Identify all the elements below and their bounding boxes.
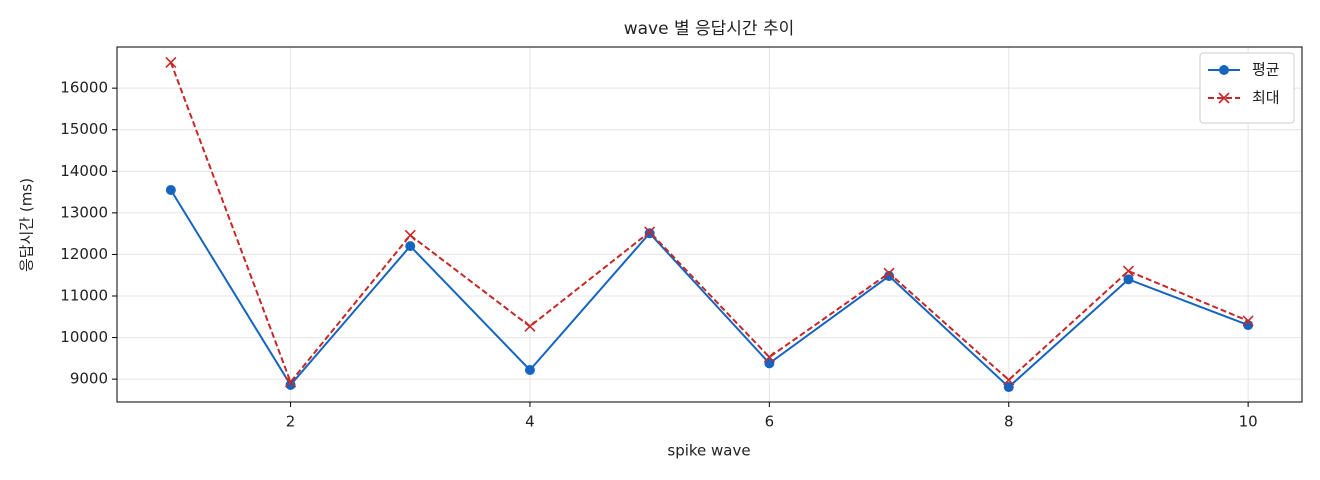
marker: [1219, 65, 1229, 75]
marker: [405, 241, 416, 252]
series-line: [170, 189, 1249, 389]
y-tick-label: 16000: [60, 79, 108, 97]
marker: [284, 376, 297, 388]
y-tick-label: 13000: [60, 203, 108, 221]
marker: [524, 364, 535, 375]
marker: [644, 226, 656, 238]
marker: [1218, 92, 1230, 104]
y-tick-label: 9000: [70, 370, 108, 388]
marker: [285, 379, 296, 390]
y-axis-label: 응답시간 (ms): [18, 178, 36, 272]
plot-frame: [116, 46, 1303, 403]
series-line: [169, 62, 1249, 385]
marker: [1122, 265, 1135, 277]
marker: [1123, 274, 1134, 285]
y-tick-label: 10000: [60, 328, 108, 346]
marker: [884, 271, 895, 282]
y-tick-label: 12000: [60, 245, 108, 263]
marker: [1003, 374, 1015, 386]
x-tick-label: 10: [1239, 413, 1258, 431]
y-tick-label: 14000: [60, 162, 108, 180]
x-tick-label: 8: [1004, 413, 1014, 431]
marker: [1242, 315, 1254, 327]
marker: [764, 358, 775, 369]
marker: [883, 267, 895, 279]
x-tick-label: 4: [525, 413, 535, 431]
x-tick-label: 6: [765, 413, 775, 431]
marker: [1003, 382, 1014, 393]
x-axis-label: spike wave: [667, 442, 750, 460]
marker: [404, 229, 416, 241]
marker: [763, 351, 775, 363]
marker: [165, 56, 177, 68]
y-tick-label: 11000: [60, 286, 108, 304]
legend-label: 최대: [1252, 89, 1280, 107]
x-tick-label: 2: [286, 413, 296, 431]
marker: [165, 184, 176, 195]
marker: [524, 320, 536, 332]
legend-box: [1199, 52, 1295, 124]
chart-title: wave 별 응답시간 추이: [624, 19, 795, 39]
legend-label: 평균: [1252, 61, 1280, 79]
y-tick-label: 15000: [60, 120, 108, 138]
